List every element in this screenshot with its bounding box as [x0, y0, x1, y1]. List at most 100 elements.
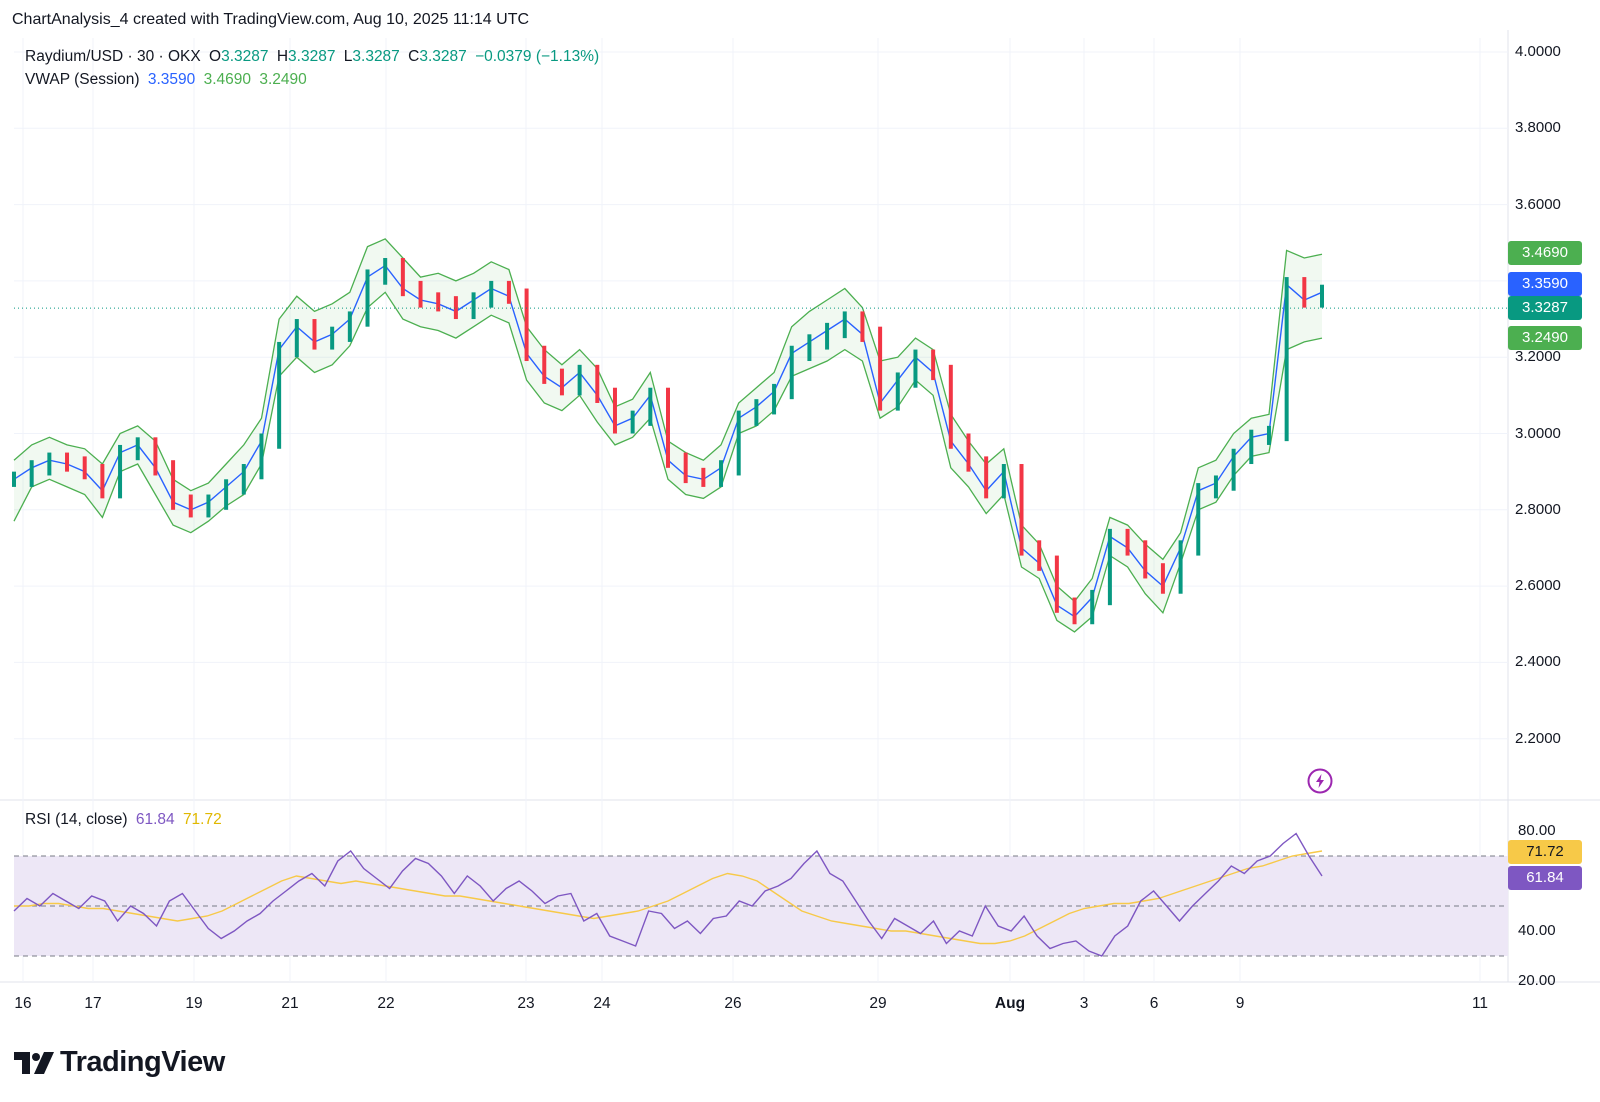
candle [860, 311, 865, 342]
close-value: 3.3287 [419, 48, 467, 65]
candle [118, 444, 123, 499]
candle [825, 322, 830, 350]
candle [1090, 589, 1095, 625]
rsi-tick-label: 80.00 [1518, 822, 1556, 839]
rsi-tag: 61.84 [1508, 866, 1582, 890]
candle [1019, 464, 1024, 556]
candle [259, 433, 264, 480]
candle [241, 464, 246, 495]
candle [719, 460, 724, 487]
candle [966, 433, 971, 472]
vwap-label: VWAP (Session) [25, 71, 140, 88]
rsi-tick-label: 40.00 [1518, 922, 1556, 939]
candle [1001, 464, 1006, 499]
rsi-label: RSI (14, close) [25, 811, 128, 828]
rsi-pane [13, 832, 1508, 957]
candle [754, 399, 759, 426]
low-value: 3.3287 [352, 48, 400, 65]
candle [984, 456, 989, 499]
low-label: L [343, 48, 353, 65]
high-value: 3.3287 [288, 48, 336, 65]
lightning-bolt-icon[interactable] [1307, 768, 1333, 794]
rsi-ma-value: 71.72 [182, 811, 222, 828]
rsi-legend: RSI (14, close) 61.84 71.72 [25, 811, 226, 829]
candle [842, 311, 847, 339]
candle [648, 387, 653, 426]
candle [612, 387, 617, 434]
price-tick-label: 2.4000 [1515, 653, 1561, 671]
candle [135, 437, 140, 461]
time-tick-label: 6 [1149, 995, 1159, 1012]
price-tick-label: 2.6000 [1515, 577, 1561, 595]
candle [418, 280, 423, 308]
candle [913, 349, 918, 388]
vwap-tag: 3.3590 [1508, 272, 1582, 296]
rsi-line [13, 832, 1323, 957]
open-label: O [209, 48, 222, 65]
candle [1125, 528, 1130, 556]
rsi-ma-tag: 71.72 [1508, 840, 1582, 864]
candle [1284, 277, 1289, 442]
candle [931, 349, 936, 381]
open-value: 3.3287 [221, 48, 269, 65]
chart-credit: ChartAnalysis_4 created with TradingView… [12, 11, 530, 28]
candle [224, 479, 229, 510]
time-tick-label: 21 [281, 995, 299, 1012]
symbol-legend: Raydium/USD · 30 · OKX O3.3287 H3.3287 L… [25, 48, 603, 66]
candle [1302, 277, 1307, 308]
candle [153, 437, 158, 476]
candle [489, 280, 494, 308]
candle [383, 258, 388, 285]
candle [1037, 540, 1042, 571]
candle [1231, 448, 1236, 491]
brand-name: TradingView [60, 1046, 225, 1078]
time-tick-label: 29 [869, 995, 887, 1012]
candle [772, 383, 777, 415]
vwap-legend: VWAP (Session) 3.3590 3.4690 3.2490 [25, 71, 311, 89]
price-tick-label: 2.8000 [1515, 500, 1561, 518]
candle [506, 280, 511, 304]
price-tick-label: 3.6000 [1515, 195, 1561, 213]
candle [294, 319, 299, 358]
candle [436, 292, 441, 312]
candle [65, 452, 70, 472]
upper-band-tag: 3.4690 [1508, 241, 1582, 265]
candle [630, 410, 635, 434]
candle [524, 288, 529, 362]
candle [577, 364, 582, 396]
price-pane [12, 238, 1508, 633]
candle [471, 292, 476, 320]
candle [1054, 555, 1059, 613]
time-tick-label: 11 [1471, 995, 1489, 1012]
candle [312, 319, 317, 350]
candle [683, 452, 688, 484]
price-tick-label: 3.2000 [1515, 348, 1561, 366]
time-tick-label: 23 [517, 995, 535, 1012]
time-tick-label: 24 [593, 995, 611, 1012]
change-value: −0.0379 (−1.13%) [475, 48, 600, 65]
candle [1196, 483, 1201, 556]
tradingview-logo[interactable]: TradingView [14, 1046, 225, 1079]
rsi-value: 61.84 [135, 811, 175, 828]
candle [188, 494, 193, 518]
candle [878, 326, 883, 411]
candle [1160, 563, 1165, 594]
candle [542, 345, 547, 384]
candle [895, 372, 900, 411]
high-label: H [276, 48, 289, 65]
candle [1213, 475, 1218, 499]
candle [807, 334, 812, 362]
candle [666, 387, 670, 468]
candle [1143, 540, 1148, 579]
grid-lines [0, 30, 1600, 983]
candle [206, 494, 211, 518]
time-tick-label: 9 [1235, 995, 1245, 1012]
candle [47, 452, 52, 476]
candle [701, 467, 706, 487]
symbol-name: Raydium/USD · 30 · OKX [25, 48, 201, 65]
candle [1266, 425, 1271, 445]
price-tick-label: 3.0000 [1515, 424, 1561, 442]
candle [12, 471, 16, 487]
candle [559, 368, 564, 396]
